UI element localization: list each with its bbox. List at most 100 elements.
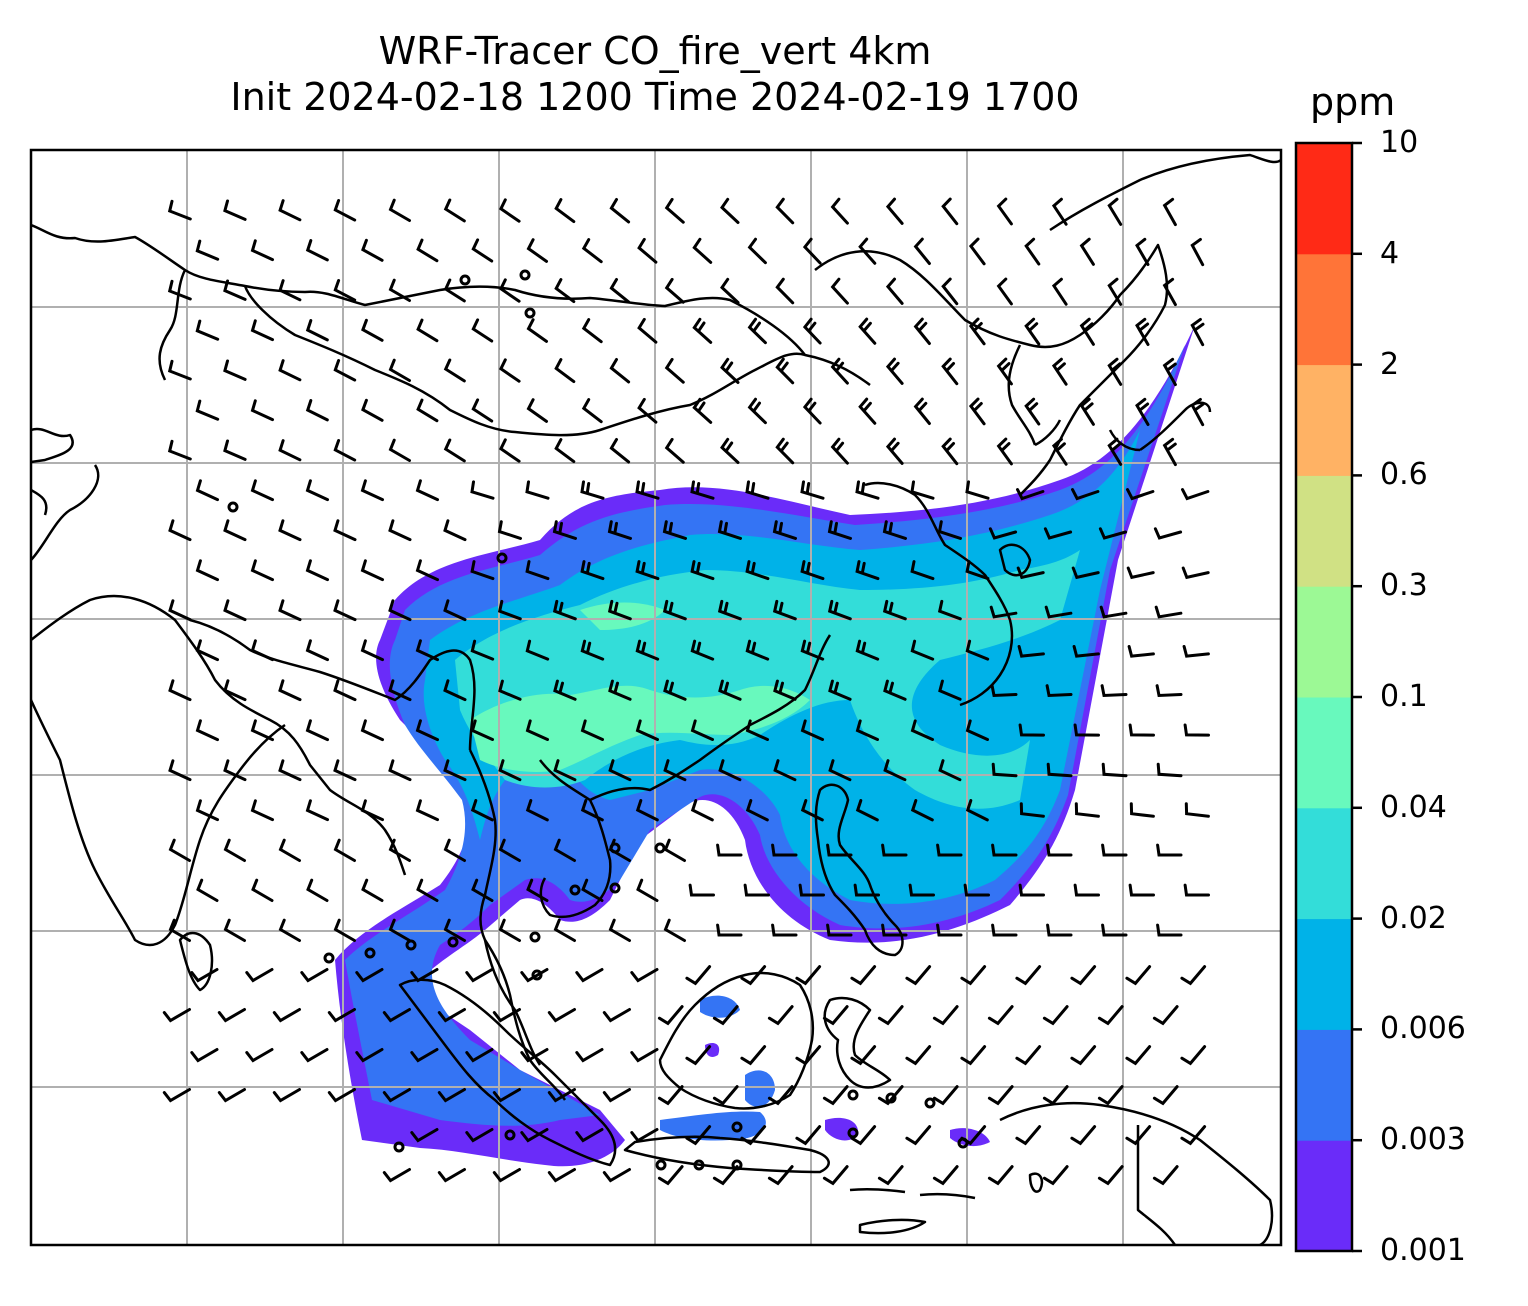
wind-barb: [223, 918, 246, 942]
wind-barb: [333, 519, 357, 542]
wind-barb: [717, 599, 742, 621]
wind-barb: [575, 1128, 604, 1143]
wind-barb: [250, 559, 274, 582]
plume-island-borneo-2: [700, 995, 740, 1018]
wind-barb: [1015, 965, 1042, 986]
wind-barb: [936, 923, 963, 937]
wind-barb: [1071, 488, 1100, 501]
wind-barb: [217, 1088, 246, 1103]
wind-barb: [250, 399, 274, 422]
wind-barb: [712, 1165, 739, 1186]
wind-barb: [1079, 397, 1095, 426]
wind-barb: [1070, 1125, 1097, 1146]
wind-barb: [167, 439, 192, 461]
wind-barb: [1153, 527, 1183, 540]
calm-marker: [885, 1092, 897, 1104]
wind-barb: [168, 918, 191, 942]
wind-barb: [910, 560, 935, 581]
wind-barb: [662, 599, 687, 621]
colorbar-segment: [1296, 1029, 1352, 1141]
wind-barb: [443, 679, 467, 702]
wind-barb: [410, 1128, 439, 1143]
wind-barb: [800, 560, 825, 581]
wind-barb: [996, 437, 1013, 466]
wind-barb: [1156, 843, 1183, 857]
wind-barb: [664, 197, 685, 224]
calm-wind-markers: [227, 269, 969, 1171]
wind-barb: [492, 1168, 521, 1183]
wind-barb: [1128, 723, 1155, 737]
wind-barb: [941, 277, 959, 306]
wind-barb: [941, 357, 959, 386]
wind-barb: [223, 359, 247, 381]
wind-barb: [162, 1088, 191, 1103]
wind-barb: [1181, 488, 1210, 501]
wind-barb: [278, 519, 302, 542]
wind-barb: [855, 799, 879, 822]
wind-barb: [908, 883, 935, 897]
wind-barb: [250, 639, 274, 662]
wind-barb: [250, 719, 274, 742]
wind-barb: [355, 968, 384, 983]
wind-barb: [772, 520, 797, 540]
wind-barb: [830, 357, 849, 385]
wind-barb: [553, 759, 577, 782]
wind-barb: [223, 759, 247, 782]
wind-barb: [990, 684, 1018, 698]
wind-barb: [520, 1128, 549, 1143]
wind-barb: [1073, 883, 1100, 897]
wind-barb: [333, 759, 357, 782]
wind-barb: [552, 520, 577, 540]
wind-barb: [745, 560, 770, 581]
wind-barb: [685, 1045, 712, 1066]
wind-barb: [497, 599, 522, 621]
wind-barb: [223, 519, 247, 542]
wind-barb: [388, 918, 411, 942]
colorbar-tick-label: 0.6: [1380, 457, 1428, 493]
calm-marker: [519, 269, 531, 281]
wind-barb: [743, 883, 770, 897]
wind-barb: [470, 799, 494, 822]
wind-barb: [1046, 923, 1073, 937]
wind-barb: [355, 1048, 384, 1063]
wind-barb: [996, 357, 1013, 386]
wind-barb: [772, 599, 797, 621]
wind-barb: [1044, 605, 1073, 619]
calm-marker: [227, 501, 239, 513]
wind-barb: [416, 318, 439, 343]
wind-barb: [1181, 566, 1210, 580]
wind-barb: [718, 679, 742, 701]
wind-barb: [883, 759, 907, 782]
wind-barb: [167, 279, 192, 301]
wind-barb: [1162, 357, 1177, 387]
wind-barb: [987, 1085, 1014, 1106]
colorbar-tick-label: 10: [1380, 125, 1419, 160]
wind-barb: [747, 397, 767, 425]
wind-barb: [609, 198, 631, 224]
calm-marker: [731, 1121, 743, 1133]
wind-barb: [575, 968, 604, 983]
wind-barb: [690, 480, 715, 500]
wind-barb: [278, 279, 302, 302]
wind-barb: [498, 918, 521, 942]
wind-barb: [663, 918, 686, 942]
wind-barb: [636, 878, 659, 902]
wind-barb: [1016, 566, 1045, 580]
wind-barb: [251, 878, 274, 902]
wind-barb: [775, 277, 795, 305]
wind-barb: [1155, 684, 1183, 698]
wind-barb: [526, 878, 549, 902]
wind-barb: [965, 799, 989, 822]
wind-barb: [1042, 1165, 1069, 1186]
wind-barb: [443, 918, 466, 942]
coastline-taiwan: [998, 543, 1032, 577]
wind-barb: [168, 599, 192, 622]
wind-barb: [882, 599, 907, 621]
wind-barb: [885, 277, 904, 305]
wind-barb: [498, 278, 521, 303]
wind-barb: [465, 968, 494, 983]
wind-barb: [905, 1125, 932, 1146]
wind-barb: [800, 799, 824, 822]
wind-barb: [223, 439, 247, 461]
wind-barb: [580, 639, 605, 661]
